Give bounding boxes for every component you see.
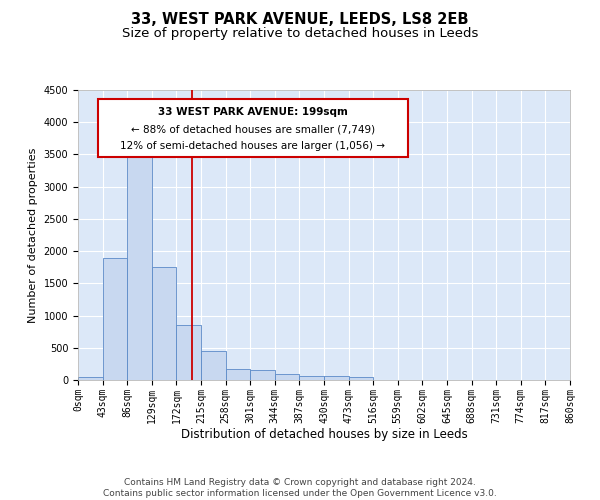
Text: ← 88% of detached houses are smaller (7,749): ← 88% of detached houses are smaller (7,… [131, 125, 375, 135]
Bar [152, 267, 176, 380]
Y-axis label: Number of detached properties: Number of detached properties [28, 148, 38, 322]
Bar [176, 325, 201, 380]
Bar [78, 377, 103, 380]
Text: 33, WEST PARK AVENUE, LEEDS, LS8 2EB: 33, WEST PARK AVENUE, LEEDS, LS8 2EB [131, 12, 469, 28]
Bar [275, 374, 299, 380]
Text: 33 WEST PARK AVENUE: 199sqm: 33 WEST PARK AVENUE: 199sqm [158, 108, 347, 118]
Bar [226, 369, 250, 380]
Bar [299, 376, 324, 380]
Bar [324, 376, 349, 380]
Bar [127, 154, 152, 380]
Text: Contains HM Land Registry data © Crown copyright and database right 2024.
Contai: Contains HM Land Registry data © Crown c… [103, 478, 497, 498]
Bar [250, 370, 275, 380]
X-axis label: Distribution of detached houses by size in Leeds: Distribution of detached houses by size … [181, 428, 467, 442]
Bar [201, 351, 226, 380]
Text: 12% of semi-detached houses are larger (1,056) →: 12% of semi-detached houses are larger (… [120, 141, 385, 151]
Bar [349, 378, 373, 380]
FancyBboxPatch shape [98, 98, 407, 156]
Text: Size of property relative to detached houses in Leeds: Size of property relative to detached ho… [122, 28, 478, 40]
Bar [103, 258, 127, 380]
